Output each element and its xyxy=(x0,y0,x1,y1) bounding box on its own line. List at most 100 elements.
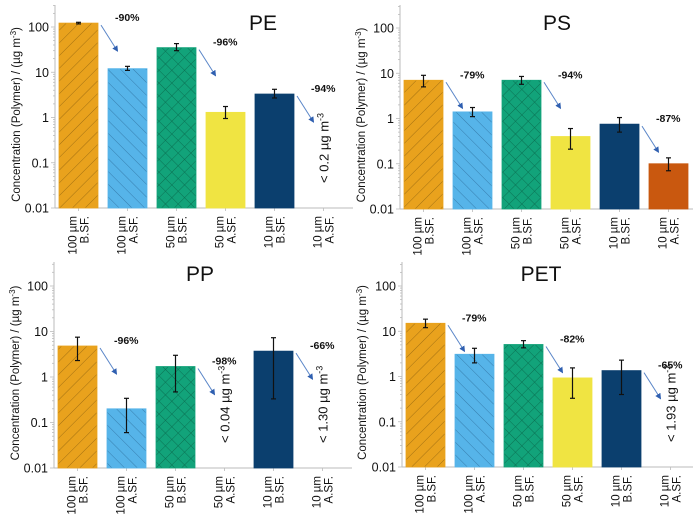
x-tick-label: B.SF. xyxy=(425,217,437,244)
x-tick-label: B.SF. xyxy=(621,217,633,244)
bar xyxy=(107,68,148,209)
bar xyxy=(599,123,640,210)
x-tick-label: A.SF. xyxy=(324,476,336,503)
reduction-label: -82% xyxy=(560,333,585,345)
x-tick-label: A.SF. xyxy=(128,476,140,503)
x-tick-label: 100 µm xyxy=(67,476,79,515)
reduction-arrow xyxy=(99,347,118,375)
panel-title: PE xyxy=(249,12,277,35)
reduction-label: -79% xyxy=(462,312,487,324)
x-tick-label: B.SF. xyxy=(525,475,537,502)
x-tick-label: A.SF. xyxy=(474,217,486,244)
y-tick-label: 0.01 xyxy=(372,461,396,475)
reduction-label: -79% xyxy=(460,69,485,81)
x-tick-label: 10 µm xyxy=(609,217,621,249)
x-tick-label: 10 µm xyxy=(263,476,275,508)
x-tick-label: 10 µm xyxy=(611,475,623,507)
bar xyxy=(405,322,446,468)
x-tick-label: 100 µm xyxy=(117,216,129,255)
y-axis-label: Concentration (Polymer) / (µg m-3) xyxy=(355,285,369,460)
bar xyxy=(501,79,542,210)
x-tick-label: 10 µm xyxy=(312,476,324,508)
y-tick-label: 10 xyxy=(35,66,49,80)
bar xyxy=(403,79,444,210)
x-tick-label: 50 µm xyxy=(165,476,177,508)
x-tick-label: A.SF. xyxy=(227,216,239,243)
x-tick-label: B.SF. xyxy=(79,476,91,503)
x-tick-label: B.SF. xyxy=(623,475,635,502)
x-tick-label: B.SF. xyxy=(177,476,189,503)
y-tick-label: 1 xyxy=(387,112,394,126)
y-tick-label: 0.01 xyxy=(25,202,49,216)
reduction-arrow xyxy=(100,24,119,52)
x-tick-label: 50 µm xyxy=(215,216,227,248)
reduction-label: -94% xyxy=(311,83,336,95)
x-tick-label: 100 µm xyxy=(462,217,474,256)
x-tick-label: 50 µm xyxy=(562,475,574,507)
y-axis-label: Concentration (Polymer) / (µg m-3) xyxy=(8,285,22,460)
x-tick-label: 100 µm xyxy=(68,216,80,255)
x-tick-label: B.SF. xyxy=(523,217,535,244)
reduction-arrow xyxy=(643,372,662,400)
x-tick-label: 100 µm xyxy=(464,475,476,514)
x-tick-label: A.SF. xyxy=(574,475,586,502)
x-tick-label: 100 µm xyxy=(415,475,427,514)
y-axis-label: Concentration (Polymer) / (µg m-3) xyxy=(354,27,368,202)
y-tick-label: 10 xyxy=(380,67,394,81)
x-tick-label: 100 µm xyxy=(116,476,128,515)
y-tick-label: 0.01 xyxy=(370,203,394,217)
y-tick-label: 1 xyxy=(389,370,396,384)
bar xyxy=(106,408,147,469)
x-tick-label: B.SF. xyxy=(178,216,190,243)
x-tick-label: 50 µm xyxy=(511,217,523,249)
below-detection-label: < 0.04 µg m-3 xyxy=(217,366,233,443)
reduction-arrow xyxy=(545,346,564,374)
reduction-arrow xyxy=(296,95,315,123)
y-tick-label: 0.1 xyxy=(31,416,48,430)
below-detection-label: < 1.93 µg m-3 xyxy=(663,365,679,442)
reduction-arrow xyxy=(445,81,464,110)
y-tick-label: 100 xyxy=(373,22,394,36)
y-tick-label: 1 xyxy=(42,111,49,125)
x-tick-label: A.SF. xyxy=(476,475,488,502)
bar xyxy=(254,93,295,209)
y-tick-label: 0.1 xyxy=(377,157,394,171)
x-tick-label: B.SF. xyxy=(427,475,439,502)
x-tick-label: B.SF. xyxy=(80,216,92,243)
x-tick-label: 10 µm xyxy=(660,475,672,507)
y-tick-label: 100 xyxy=(28,21,49,35)
bar xyxy=(503,344,544,468)
reduction-label: -98% xyxy=(212,356,237,368)
panel-title: PP xyxy=(186,263,214,286)
y-tick-label: 10 xyxy=(382,325,396,339)
bar xyxy=(454,353,495,468)
x-tick-label: 50 µm xyxy=(166,216,178,248)
reduction-label: -94% xyxy=(558,69,583,81)
reduction-label: -66% xyxy=(310,340,335,352)
x-tick-label: B.SF. xyxy=(276,216,288,243)
bar xyxy=(57,345,98,469)
y-tick-label: 0.1 xyxy=(379,415,396,429)
y-tick-label: 1 xyxy=(41,371,48,385)
x-tick-label: 100 µm xyxy=(413,217,425,256)
bar xyxy=(156,47,197,209)
x-tick-label: A.SF. xyxy=(226,476,238,503)
bar xyxy=(452,111,493,210)
reduction-arrow xyxy=(197,368,216,396)
x-tick-label: 50 µm xyxy=(513,475,525,507)
y-tick-label: 100 xyxy=(375,280,396,294)
below-detection-label: < 1.30 µg m-3 xyxy=(315,366,331,443)
bar xyxy=(58,22,99,209)
reduction-arrow xyxy=(447,325,466,353)
reduction-label: -87% xyxy=(656,113,681,125)
x-tick-label: 50 µm xyxy=(214,476,226,508)
x-tick-label: 50 µm xyxy=(560,217,572,249)
x-tick-label: 10 µm xyxy=(264,216,276,248)
y-axis-label: Concentration (Polymer) / (µg m-3) xyxy=(9,27,23,202)
x-tick-label: B.SF. xyxy=(275,476,287,503)
reduction-label: -90% xyxy=(115,12,140,24)
